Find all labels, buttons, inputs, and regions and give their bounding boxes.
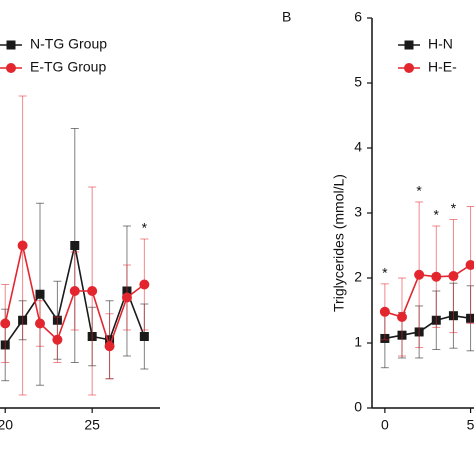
annotation: *: [451, 200, 457, 216]
data-point: [17, 240, 28, 251]
series: [380, 282, 474, 369]
y-tick-label: 5: [354, 74, 362, 90]
annotation: *: [434, 207, 440, 223]
y-tick-label: 0: [354, 399, 362, 415]
data-point: [379, 306, 390, 317]
data-point: [121, 292, 132, 303]
data-point: [87, 286, 98, 296]
x-tick-label: 25: [84, 417, 100, 433]
data-point: [465, 260, 474, 270]
legend-label: H-E-: [428, 59, 457, 75]
y-tick-label: 1: [354, 334, 362, 350]
y-tick-label: 2: [354, 269, 362, 285]
y-tick-label: 4: [354, 139, 362, 155]
data-point: [139, 332, 149, 341]
annotation: *: [382, 265, 388, 281]
legend-label: H-N: [428, 36, 453, 52]
series-line: [384, 264, 472, 318]
legend-marker: [404, 40, 414, 50]
x-tick-label: 5: [467, 417, 474, 433]
data-point: [35, 318, 45, 329]
data-point: [466, 313, 474, 323]
legend-marker: [404, 63, 414, 73]
x-tick-label: 0: [381, 417, 389, 433]
data-point: [139, 279, 150, 290]
data-point: [35, 289, 45, 299]
x-tick-label: 20: [0, 417, 13, 433]
annotation: *: [142, 220, 148, 236]
data-point: [431, 271, 442, 282]
legend-marker: [6, 63, 16, 73]
data-point: [0, 318, 11, 329]
data-point: [104, 341, 115, 352]
data-point: [414, 269, 425, 280]
legend-marker: [6, 40, 16, 50]
data-point: [448, 271, 459, 282]
y-tick-label: 3: [354, 204, 362, 220]
legend-label: N-TG Group: [30, 36, 107, 52]
legend-label: E-TG Group: [30, 59, 106, 75]
annotation: *: [416, 183, 422, 199]
data-point: [69, 286, 80, 296]
panel-label: B: [282, 9, 291, 25]
data-point: [70, 241, 80, 250]
series: [380, 201, 474, 357]
y-axis-label: Triglycerides (mmol/L): [331, 174, 347, 312]
data-point: [52, 334, 63, 345]
y-tick-label: 6: [354, 9, 362, 25]
data-point: [397, 312, 407, 322]
